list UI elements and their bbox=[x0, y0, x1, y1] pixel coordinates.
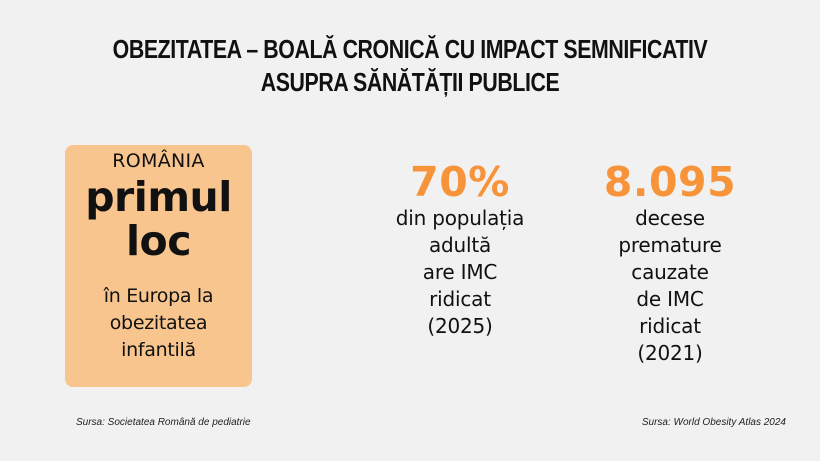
title-line-2: ASUPRA SĂNĂTĂȚII PUBLICE bbox=[260, 67, 560, 97]
stat-label-line: are IMC bbox=[422, 260, 498, 284]
stat-value: 8.095 bbox=[603, 158, 737, 206]
source-left: Sursa: Societatea Română de pediatrie bbox=[76, 417, 251, 428]
title-line-1: OBEZITATEA – BOALĂ CRONICĂ CU IMPACT SEM… bbox=[112, 34, 708, 64]
source-right: Sursa: World Obesity Atlas 2024 bbox=[641, 417, 786, 428]
ranking-description: în Europa la obezitatea infantilă bbox=[65, 283, 252, 364]
stat-label-line: premature bbox=[618, 233, 722, 257]
desc-line-3: infantilă bbox=[121, 339, 196, 361]
stat-label-line: cauzate bbox=[631, 260, 709, 284]
stat-premature-deaths: 8.095 decese premature cauzate de IMC ri… bbox=[570, 159, 770, 367]
stat-value: 70% bbox=[410, 158, 510, 206]
country-label: ROMÂNIA bbox=[112, 150, 205, 172]
desc-line-2: obezitatea bbox=[109, 312, 208, 334]
stat-label-line: ridicat bbox=[429, 287, 491, 311]
stat-label-line: decese bbox=[635, 206, 705, 230]
stat-adult-population: 70% din populația adultă are IMC ridicat… bbox=[360, 159, 560, 340]
ranking-card: ROMÂNIA primul loc în Europa la obezitat… bbox=[65, 145, 252, 387]
desc-line-1: în Europa la bbox=[103, 285, 214, 307]
ranking-headline: primul loc bbox=[65, 175, 252, 263]
stat-label-line: din populația bbox=[395, 206, 525, 230]
stat-label-line: ridicat bbox=[639, 314, 701, 338]
headline-line-1: primul bbox=[85, 173, 232, 221]
stat-label-line: de IMC bbox=[636, 287, 704, 311]
page-title: OBEZITATEA – BOALĂ CRONICĂ CU IMPACT SEM… bbox=[74, 33, 746, 99]
stat-label-line: adultă bbox=[428, 233, 492, 257]
stat-label-line: (2025) bbox=[427, 314, 493, 338]
headline-line-2: loc bbox=[125, 217, 192, 265]
stat-label-line: (2021) bbox=[637, 341, 703, 365]
